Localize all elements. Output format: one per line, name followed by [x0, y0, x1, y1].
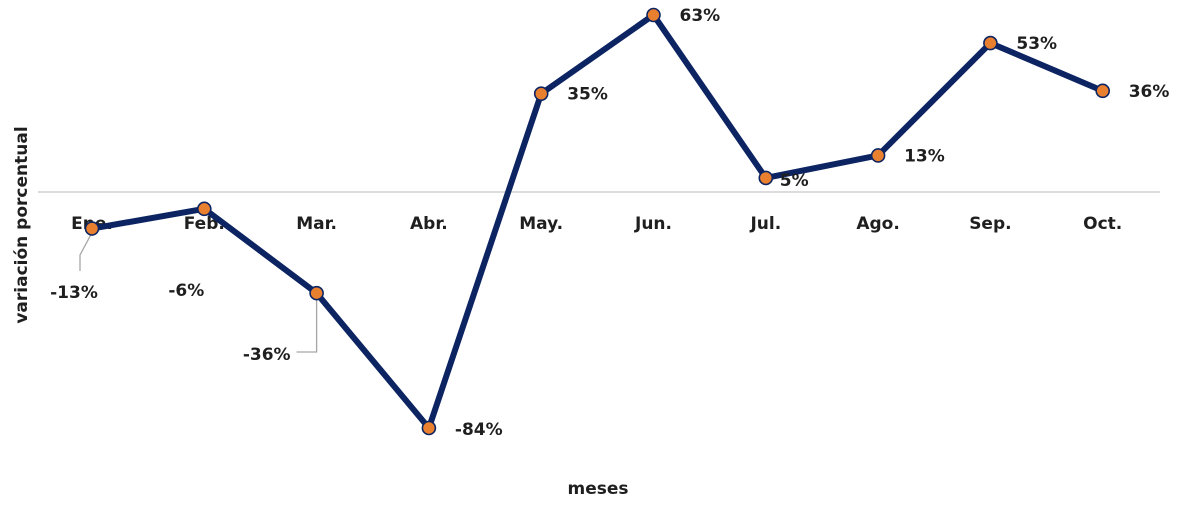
data-label: -36%	[243, 345, 291, 365]
data-label: 5%	[780, 171, 809, 191]
data-point-marker	[309, 285, 324, 301]
x-tick-labels: Ene.Feb.Mar.Abr.May.Jun.Jul.Ago.Sep.Oct.	[71, 214, 1122, 234]
x-tick-label: Jun.	[634, 214, 672, 234]
data-point-marker	[84, 221, 100, 236]
label-leader-lines	[79, 232, 318, 353]
data-point-marker	[870, 148, 886, 163]
data-label: -6%	[168, 281, 204, 301]
x-tick-label: Oct.	[1083, 214, 1122, 234]
leader-line	[296, 297, 318, 353]
data-point-marker	[758, 170, 774, 186]
x-tick-label: Jul.	[749, 214, 781, 234]
data-label: 63%	[680, 6, 721, 26]
series-line	[89, 12, 1106, 431]
data-point-marker	[197, 201, 212, 217]
data-point-marker	[421, 420, 437, 436]
x-tick-label: Sep.	[969, 214, 1011, 234]
data-label: 36%	[1129, 82, 1170, 102]
x-tick-label: May.	[519, 214, 563, 234]
data-label: 13%	[904, 146, 945, 166]
x-axis-title: meses	[567, 479, 628, 499]
y-axis-title: variación porcentual	[12, 126, 32, 323]
data-label: -13%	[50, 283, 98, 303]
x-tick-label: Abr.	[410, 214, 448, 234]
data-label: 53%	[1016, 34, 1057, 54]
data-point-marker	[533, 86, 549, 101]
data-point-marker	[1095, 83, 1110, 99]
data-label: 35%	[567, 85, 608, 105]
series-markers	[84, 7, 1110, 436]
data-point-marker	[646, 7, 661, 23]
data-labels: -13% -6% -36% -84% 35% 63% 5% 13% 53% 36%	[50, 6, 1169, 440]
leader-line	[79, 232, 93, 271]
data-point-marker	[983, 35, 998, 51]
x-tick-label: Mar.	[296, 214, 337, 234]
x-tick-label: Ago.	[856, 214, 899, 234]
data-label: -84%	[455, 420, 503, 440]
